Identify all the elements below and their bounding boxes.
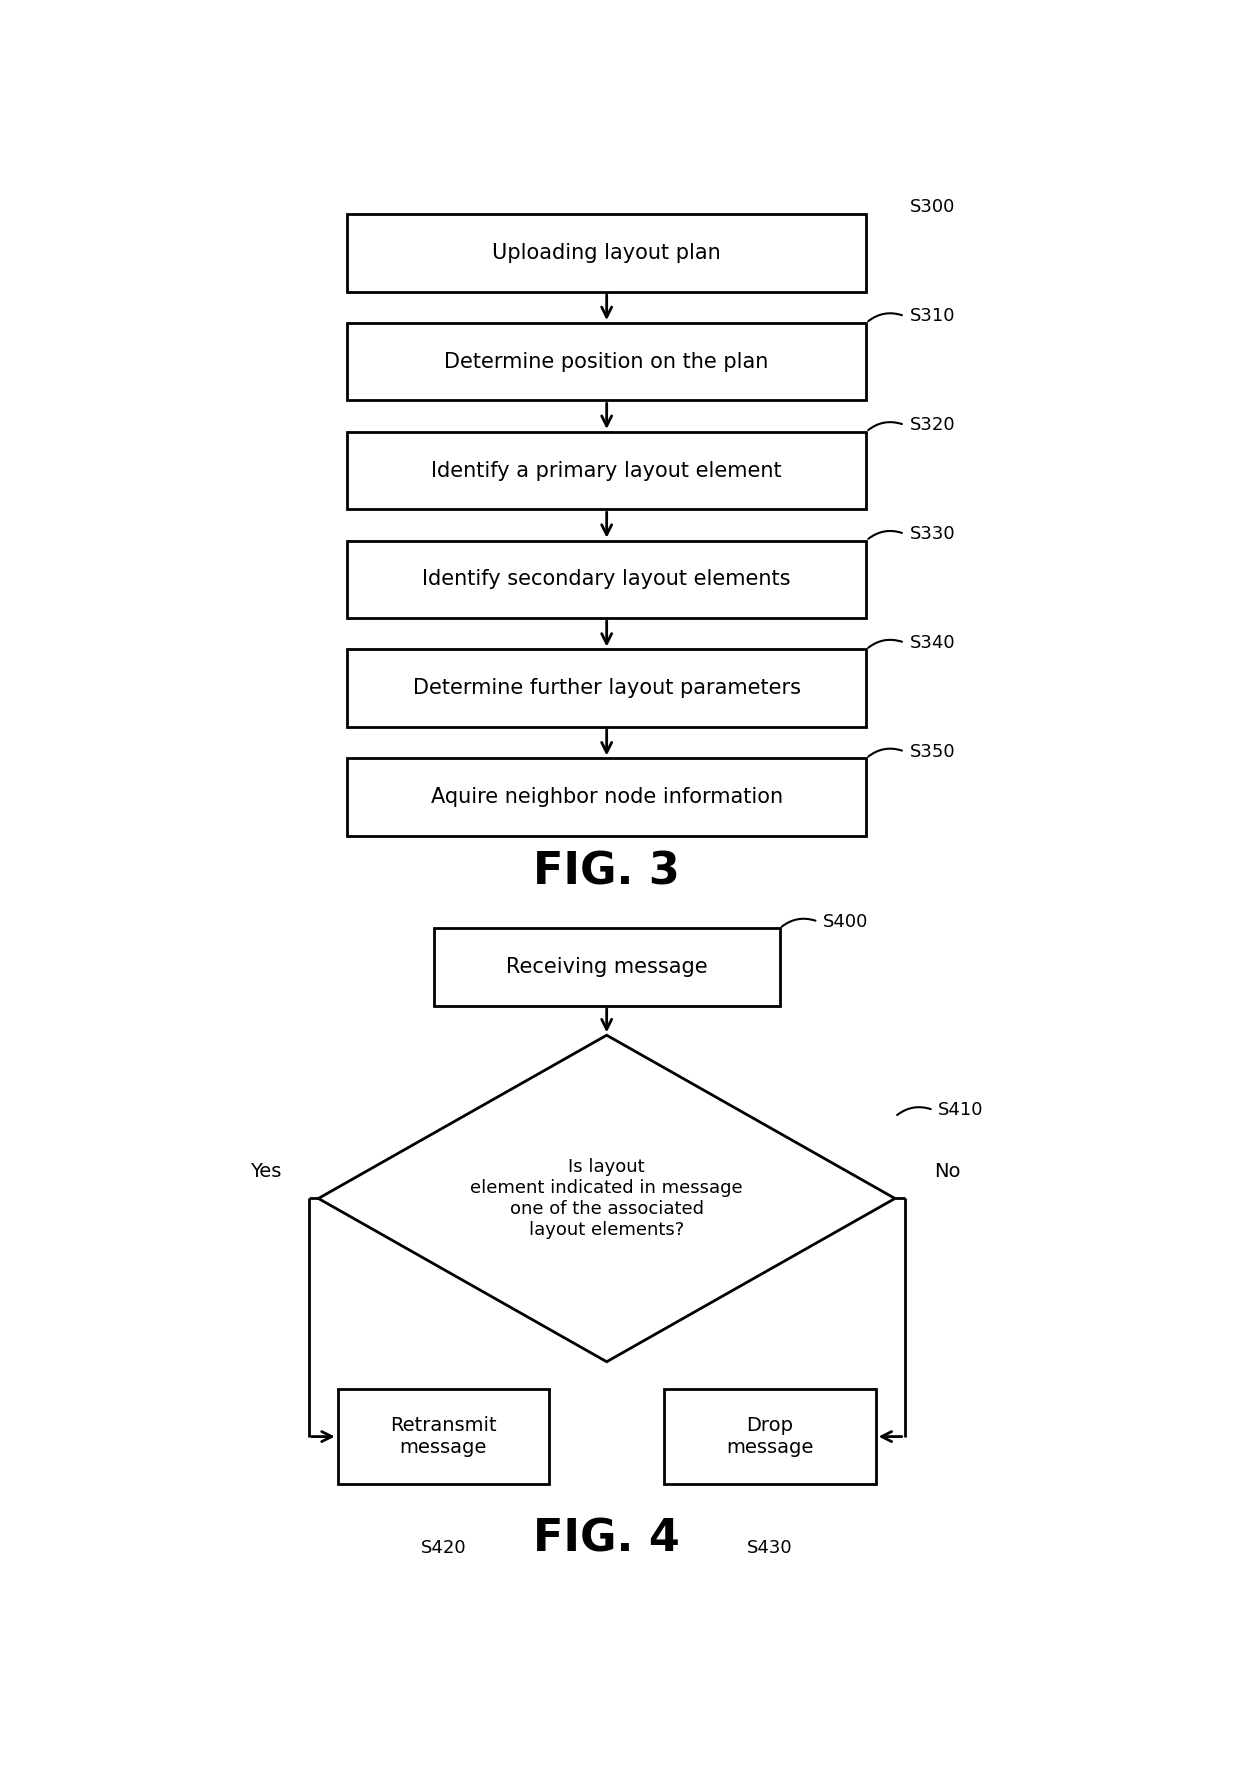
Bar: [347, 214, 866, 292]
Bar: [347, 323, 866, 401]
Text: Aquire neighbor node information: Aquire neighbor node information: [430, 786, 782, 808]
Text: Receiving message: Receiving message: [506, 958, 708, 977]
Text: S400: S400: [823, 912, 868, 931]
Text: Retransmit
message: Retransmit message: [391, 1415, 496, 1458]
Text: Drop
message: Drop message: [727, 1415, 813, 1458]
Text: S300: S300: [909, 198, 955, 216]
Text: S420: S420: [420, 1539, 466, 1557]
Bar: [347, 541, 866, 618]
Bar: [347, 431, 866, 509]
Text: Determine position on the plan: Determine position on the plan: [444, 352, 769, 371]
Text: Identify secondary layout elements: Identify secondary layout elements: [423, 569, 791, 590]
Text: S340: S340: [909, 634, 955, 652]
Text: S430: S430: [748, 1539, 792, 1557]
Bar: [347, 758, 866, 836]
Bar: [347, 650, 866, 726]
Bar: [434, 928, 780, 1005]
Polygon shape: [319, 1035, 895, 1362]
Text: Uploading layout plan: Uploading layout plan: [492, 242, 720, 263]
Text: FIG. 4: FIG. 4: [533, 1518, 680, 1560]
Text: FIG. 3: FIG. 3: [533, 850, 680, 894]
Text: Yes: Yes: [249, 1161, 281, 1180]
Bar: [665, 1389, 875, 1484]
Text: S330: S330: [909, 525, 955, 542]
Text: Identify a primary layout element: Identify a primary layout element: [432, 461, 782, 481]
Text: S410: S410: [939, 1101, 983, 1119]
Text: Is layout
element indicated in message
one of the associated
layout elements?: Is layout element indicated in message o…: [470, 1157, 743, 1239]
Text: No: No: [935, 1161, 961, 1180]
Bar: [337, 1389, 549, 1484]
Text: S350: S350: [909, 742, 955, 760]
Text: Determine further layout parameters: Determine further layout parameters: [413, 679, 801, 698]
Text: S320: S320: [909, 415, 955, 435]
Text: S310: S310: [909, 307, 955, 325]
